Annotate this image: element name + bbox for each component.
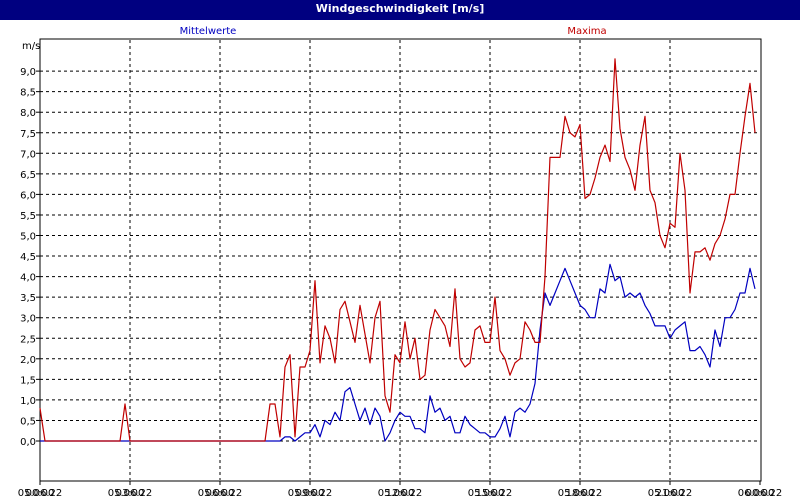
x-tick-time-label: 00:00 xyxy=(746,488,775,499)
y-axis-unit-label: m/s xyxy=(22,41,40,52)
y-tick-label: 4,5 xyxy=(20,252,36,263)
y-tick-label: 8,5 xyxy=(20,88,36,99)
x-tick-date-label: 05.06.22 xyxy=(468,488,513,499)
y-tick-label: 0,5 xyxy=(20,416,36,427)
y-tick-label: 0,0 xyxy=(20,437,36,448)
y-tick-label: 4,0 xyxy=(20,273,36,284)
x-tick-date-label: 05.06.22 xyxy=(288,488,333,499)
x-tick-date-label: 05.06.22 xyxy=(648,488,693,499)
legend-entry-maxima: Maxima xyxy=(567,26,606,37)
y-tick-label: 3,5 xyxy=(20,293,36,304)
series-layer xyxy=(39,58,756,442)
y-tick-label: 2,5 xyxy=(20,334,36,345)
x-tick-time-label: 06:00 xyxy=(206,488,235,499)
grid-lines xyxy=(40,40,760,480)
y-tick-label: 7,0 xyxy=(20,149,36,160)
y-tick-label: 9,0 xyxy=(20,67,36,78)
y-tick-label: 1,5 xyxy=(20,375,36,386)
y-tick-label: 7,5 xyxy=(20,129,36,140)
wind-speed-chart: 0,0 0,5 1,0 1,5 2,0 2,5 3,0 3,5 4,0 4,5 5,0 5,5 6,0 6… xyxy=(18,26,783,499)
x-tick-date-label: 05.06.22 xyxy=(198,488,243,499)
x-tick-time-label: 21:00 xyxy=(656,488,685,499)
x-tick-date-label: 06.06.22 xyxy=(738,488,783,499)
chart-title: Windgeschwindigkeit [m/s] xyxy=(0,0,800,20)
y-axis: 0,0 0,5 1,0 1,5 2,0 2,5 3,0 3,5 4,0 4,5 5,0 5,5 6,0 6… xyxy=(20,67,40,448)
x-tick-time-label: 15:00 xyxy=(476,488,505,499)
y-tick-label: 1,0 xyxy=(20,396,36,407)
x-tick-time-label: 00:00 xyxy=(26,488,55,499)
y-tick-label: 6,0 xyxy=(20,190,36,201)
series-line-maxima xyxy=(39,58,756,442)
x-tick-time-label: 09:00 xyxy=(296,488,325,499)
y-tick-label: 5,5 xyxy=(20,211,36,222)
series-line-mittelwerte xyxy=(40,263,756,442)
legend-entry-mittelwerte: Mittelwerte xyxy=(180,26,237,37)
y-tick-label: 2,0 xyxy=(20,355,36,366)
x-tick-date-label: 05.06.22 xyxy=(108,488,153,499)
x-tick-time-label: 12:00 xyxy=(386,488,415,499)
x-tick-date-label: 05.06.22 xyxy=(18,488,63,499)
y-tick-label: 5,0 xyxy=(20,232,36,243)
y-tick-label: 8,0 xyxy=(20,108,36,119)
y-tick-label: 3,0 xyxy=(20,314,36,325)
x-tick-time-label: 03:00 xyxy=(116,488,145,499)
y-tick-label: 6,5 xyxy=(20,170,36,181)
x-tick-date-label: 05.06.22 xyxy=(378,488,423,499)
x-tick-date-label: 05.06.22 xyxy=(558,488,603,499)
x-tick-time-label: 18:00 xyxy=(566,488,595,499)
